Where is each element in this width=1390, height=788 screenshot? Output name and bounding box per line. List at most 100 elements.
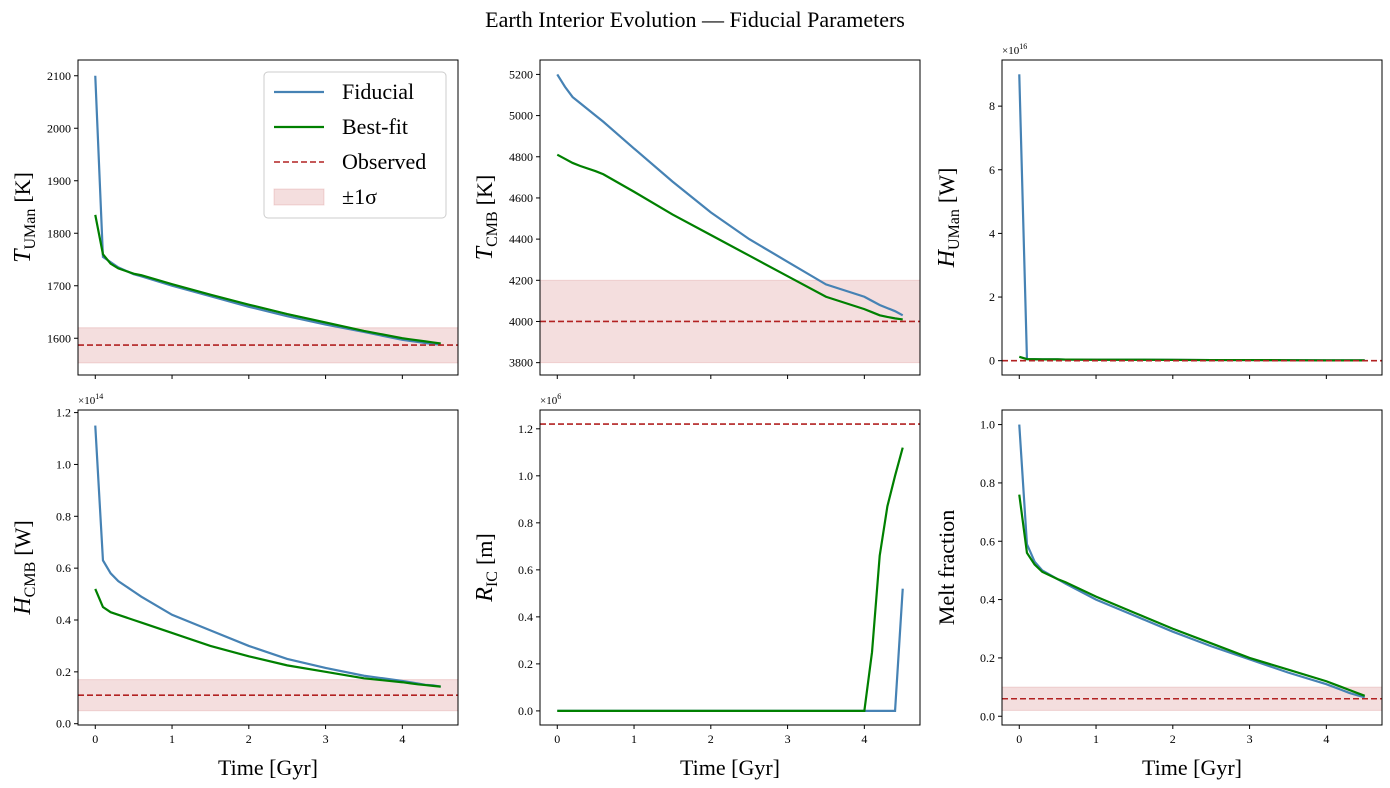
y-tick-label: 1.0 [518, 469, 533, 483]
x-tick-label: 3 [785, 732, 791, 746]
series-line [94, 425, 441, 688]
y-tick-label: 0.6 [56, 561, 71, 575]
y-tick-label: 1.0 [980, 418, 995, 432]
ylabel-symbol: T [10, 248, 36, 263]
y-tick-label: 6 [989, 163, 995, 177]
y-tick-label: 1.2 [56, 406, 71, 420]
offset-exponent: 6 [557, 392, 561, 401]
y-tick-label: 3800 [509, 356, 533, 370]
offset-exponent: 16 [1019, 42, 1027, 51]
ylabel-unit: [K] [472, 175, 497, 206]
y-tick-label: 0.6 [518, 563, 533, 577]
legend-label: Best-fit [342, 114, 408, 139]
y-axis-label: HUMan [W] [934, 168, 963, 269]
y-tick-label: 2100 [47, 69, 71, 83]
y-tick-label: 2000 [47, 121, 71, 135]
ylabel-symbol: R [472, 587, 498, 603]
y-tick-label: 0.0 [980, 709, 995, 723]
axes-frame [77, 59, 459, 376]
x-tick-label: 2 [246, 732, 252, 746]
y-tick-label: 2 [989, 290, 995, 304]
y-tick-label: 4800 [509, 150, 533, 164]
offset-base: ×10 [540, 395, 558, 407]
subplot: 0.0 0.2 0.4 0.6 0.8 1.0 1.2 0 1 2 3 4 Time [Gyr] RIC [… [472, 392, 921, 780]
x-axis-label: Time [Gyr] [1142, 755, 1242, 780]
x-tick-label: 4 [1323, 732, 1329, 746]
axes-frame [539, 59, 921, 376]
figure-title: Earth Interior Evolution — Fiducial Para… [485, 7, 905, 32]
ylabel-unit: [K] [10, 172, 35, 203]
y-tick-label: 5000 [509, 109, 533, 123]
y-tick-label: 4400 [509, 232, 533, 246]
series-line [557, 447, 904, 712]
y-axis-label: TUMan [K] [10, 172, 39, 263]
ylabel-unit: [m] [472, 533, 497, 565]
axes-frame [539, 409, 921, 726]
offset-text: ×106 [540, 392, 561, 407]
subplot: 1600 1700 1800 1900 2000 2100 TUMan [K] Fiducial… [10, 59, 459, 379]
x-tick-label: 0 [1016, 732, 1022, 746]
x-tick-label: 3 [323, 732, 329, 746]
y-tick-label: 0.2 [518, 657, 533, 671]
y-tick-label: 0.2 [980, 651, 995, 665]
y-tick-label: 1900 [47, 174, 71, 188]
y-tick-label: 1700 [47, 279, 71, 293]
x-tick-label: 1 [631, 732, 637, 746]
offset-base: ×10 [1002, 45, 1020, 57]
ylabel-subscript: CMB [484, 211, 501, 247]
ylabel-unit: [W] [10, 520, 35, 555]
ylabel-subscript: CMB [22, 562, 39, 598]
y-tick-label: 0.0 [518, 704, 533, 718]
x-tick-label: 2 [1170, 732, 1176, 746]
y-tick-label: 5200 [509, 67, 533, 81]
y-axis-label: TCMB [K] [472, 175, 501, 260]
ylabel-subscript: IC [484, 571, 501, 587]
legend-label: Observed [342, 149, 426, 174]
x-tick-label: 4 [399, 732, 405, 746]
series-line [94, 214, 441, 345]
offset-exponent: 14 [95, 392, 103, 401]
y-tick-label: 0.4 [518, 610, 533, 624]
x-tick-label: 0 [92, 732, 98, 746]
x-axis-label: Time [Gyr] [218, 755, 318, 780]
legend-label: Fiducial [342, 79, 414, 104]
y-tick-label: 1.2 [518, 422, 533, 436]
axes-frame [1001, 409, 1383, 726]
ylabel-subscript: UMan [946, 209, 963, 250]
y-tick-label: 4200 [509, 273, 533, 287]
x-tick-label: 1 [1093, 732, 1099, 746]
subplot: 0.0 0.2 0.4 0.6 0.8 1.0 0 1 2 3 4 Time [Gyr] Melt fr… [934, 409, 1383, 780]
y-tick-label: 4000 [509, 314, 533, 328]
y-tick-label: 0.8 [518, 516, 533, 530]
offset-text: ×1014 [78, 392, 103, 407]
series-line [556, 73, 904, 317]
y-tick-label: 4 [989, 226, 995, 240]
y-tick-label: 1600 [47, 331, 71, 345]
ylabel-symbol: H [934, 248, 960, 268]
legend-label: ±1σ [342, 184, 377, 209]
x-tick-label: 3 [1247, 732, 1253, 746]
x-tick-label: 4 [861, 732, 867, 746]
axes-frame [1001, 59, 1383, 376]
subplot: 3800 4000 4200 4400 4600 4800 5000 5200 TCMB [K] [472, 59, 921, 379]
series-line [1018, 74, 1365, 362]
y-tick-label: 4600 [509, 191, 533, 205]
y-axis-label: HCMB [W] [10, 520, 39, 615]
ylabel-symbol: H [10, 596, 36, 616]
legend-swatch [273, 188, 325, 206]
offset-text: ×1016 [1002, 42, 1027, 57]
y-axis-label: Melt fraction [934, 510, 959, 625]
series-line [1018, 494, 1366, 697]
series-line [556, 153, 903, 321]
y-tick-label: 8 [989, 99, 995, 113]
y-tick-label: 0.6 [980, 534, 995, 548]
x-tick-label: 1 [169, 732, 175, 746]
y-tick-label: 0.4 [980, 593, 995, 607]
series-line [1018, 355, 1365, 362]
series-line [557, 588, 904, 712]
x-axis-label: Time [Gyr] [680, 755, 780, 780]
series-line [94, 588, 441, 688]
y-tick-label: 0.0 [56, 717, 71, 731]
ylabel-subscript: UMan [22, 209, 39, 250]
